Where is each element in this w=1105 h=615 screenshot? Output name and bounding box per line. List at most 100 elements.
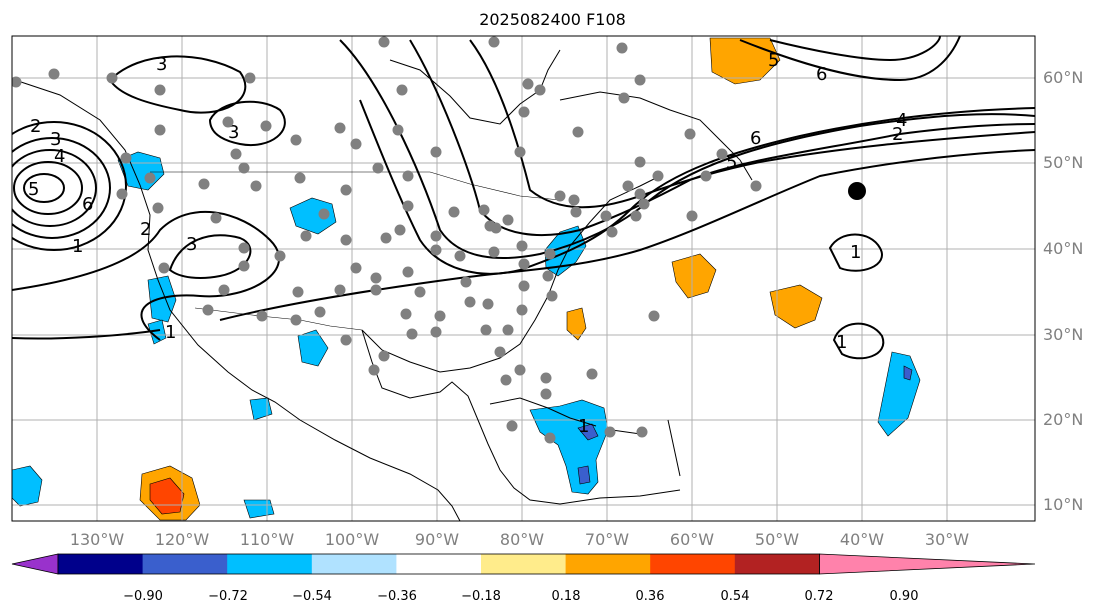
- colorbar-extend-high: [819, 553, 1036, 575]
- contour-label: 4: [54, 146, 65, 167]
- station-dot: [350, 262, 362, 274]
- station-dot: [554, 190, 566, 202]
- colorbar-tick: 0.18: [552, 589, 581, 604]
- latitude-axis: 60°N 50°N 40°N 30°N 20°N 10°N: [1043, 68, 1083, 514]
- blue-area-baja: [147, 319, 167, 345]
- navy-area-caribbean: [577, 423, 599, 441]
- station-dot: [368, 364, 380, 376]
- station-dot: [222, 116, 234, 128]
- station-dot: [542, 270, 554, 282]
- station-dot: [518, 106, 530, 118]
- lon-label: 50°W: [755, 530, 799, 549]
- contour-label: 5: [726, 152, 737, 173]
- contour-greenland-5: [739, 36, 961, 82]
- station-dot: [540, 388, 552, 400]
- station-dot: [638, 198, 650, 210]
- station-dot: [430, 146, 442, 158]
- lon-label: 80°W: [500, 530, 544, 549]
- station-dot: [522, 78, 534, 90]
- lon-label: 110°W: [240, 530, 295, 549]
- colorbar-tick: 0.36: [636, 589, 665, 604]
- contour-label: 6: [82, 194, 93, 215]
- contour-labels: 3 2 3 4 5 6 1 3 2 3 1 5 6 1 4 2 6 5 1 1: [28, 50, 907, 437]
- contour-label: 3: [156, 54, 167, 75]
- station-dot: [430, 326, 442, 338]
- station-dot: [260, 120, 272, 132]
- lon-label: 130°W: [70, 530, 125, 549]
- station-dot: [244, 72, 256, 84]
- station-dot: [634, 74, 646, 86]
- lat-label: 30°N: [1043, 325, 1083, 344]
- station-dot: [606, 226, 618, 238]
- navy-area-atlantic: [903, 365, 913, 381]
- station-dot: [334, 284, 346, 296]
- station-dot: [600, 210, 612, 222]
- contour-label: 1: [836, 332, 847, 353]
- colorbar-tick: 0.54: [721, 589, 750, 604]
- contour-3-west: [168, 234, 252, 279]
- station-dot: [484, 220, 496, 232]
- contour-low-pacific-4: [12, 149, 97, 227]
- station-dot: [652, 170, 664, 182]
- station-dot: [448, 206, 460, 218]
- station-dot: [158, 262, 170, 274]
- station-dot: [686, 210, 698, 222]
- lat-label: 20°N: [1043, 410, 1083, 429]
- colorbar-segment: [58, 554, 144, 574]
- station-dot: [502, 324, 514, 336]
- colorbar-tick: −0.36: [377, 589, 417, 604]
- station-dot: [370, 284, 382, 296]
- station-dot: [488, 246, 500, 258]
- colorbar-outline: [57, 553, 820, 575]
- station-dot: [238, 162, 250, 174]
- us-canada-border: [150, 171, 561, 201]
- contour-label: 2: [892, 124, 903, 145]
- station-dot: [106, 72, 118, 84]
- contour-trough-2: [339, 39, 1035, 259]
- blue-area-mexico: [297, 329, 329, 367]
- station-dot: [152, 202, 164, 214]
- station-dot: [402, 200, 414, 212]
- station-dot: [198, 178, 210, 190]
- station-dot: [464, 296, 476, 308]
- station-dot: [516, 240, 528, 252]
- station-dot: [482, 298, 494, 310]
- station-dot: [506, 420, 518, 432]
- contour-1-atlantic: [828, 233, 883, 272]
- blue-area-colorado: [289, 197, 337, 235]
- station-dot: [402, 266, 414, 278]
- station-dot: [430, 230, 442, 242]
- large-black-marker: [848, 182, 866, 200]
- contour-low-pacific-6: [23, 173, 65, 203]
- contour-label: 5: [28, 179, 39, 200]
- station-dot: [294, 172, 306, 184]
- station-dot: [238, 242, 250, 254]
- lat-label: 10°N: [1043, 495, 1083, 514]
- caribbean-islands: [489, 397, 681, 477]
- station-dot: [334, 122, 346, 134]
- colorbar-ticks: −0.90 −0.72 −0.54 −0.36 −0.18 0.18 0.36 …: [123, 589, 918, 604]
- colorbar-tick: −0.72: [208, 589, 248, 604]
- station-dot: [430, 244, 442, 256]
- contour-1-pacific-2: [12, 329, 161, 340]
- station-dot: [318, 208, 330, 220]
- contour-3-canada: [108, 55, 247, 114]
- station-dot: [340, 184, 352, 196]
- station-dot: [700, 170, 712, 182]
- station-dot: [202, 304, 214, 316]
- lon-label: 70°W: [585, 530, 629, 549]
- station-dot: [238, 260, 250, 272]
- station-dot: [250, 180, 262, 192]
- station-dot: [402, 170, 414, 182]
- contour-label: 6: [750, 128, 761, 149]
- station-dot: [406, 328, 418, 340]
- station-dot: [502, 214, 514, 226]
- station-dot: [480, 324, 492, 336]
- station-dot: [256, 310, 268, 322]
- longitude-axis: 130°W 120°W 110°W 100°W 90°W 80°W 70°W 6…: [70, 530, 969, 549]
- station-dot: [414, 286, 426, 298]
- station-dot: [116, 188, 128, 200]
- orange-area-atlantic-2: [671, 253, 717, 299]
- station-dot: [544, 432, 556, 444]
